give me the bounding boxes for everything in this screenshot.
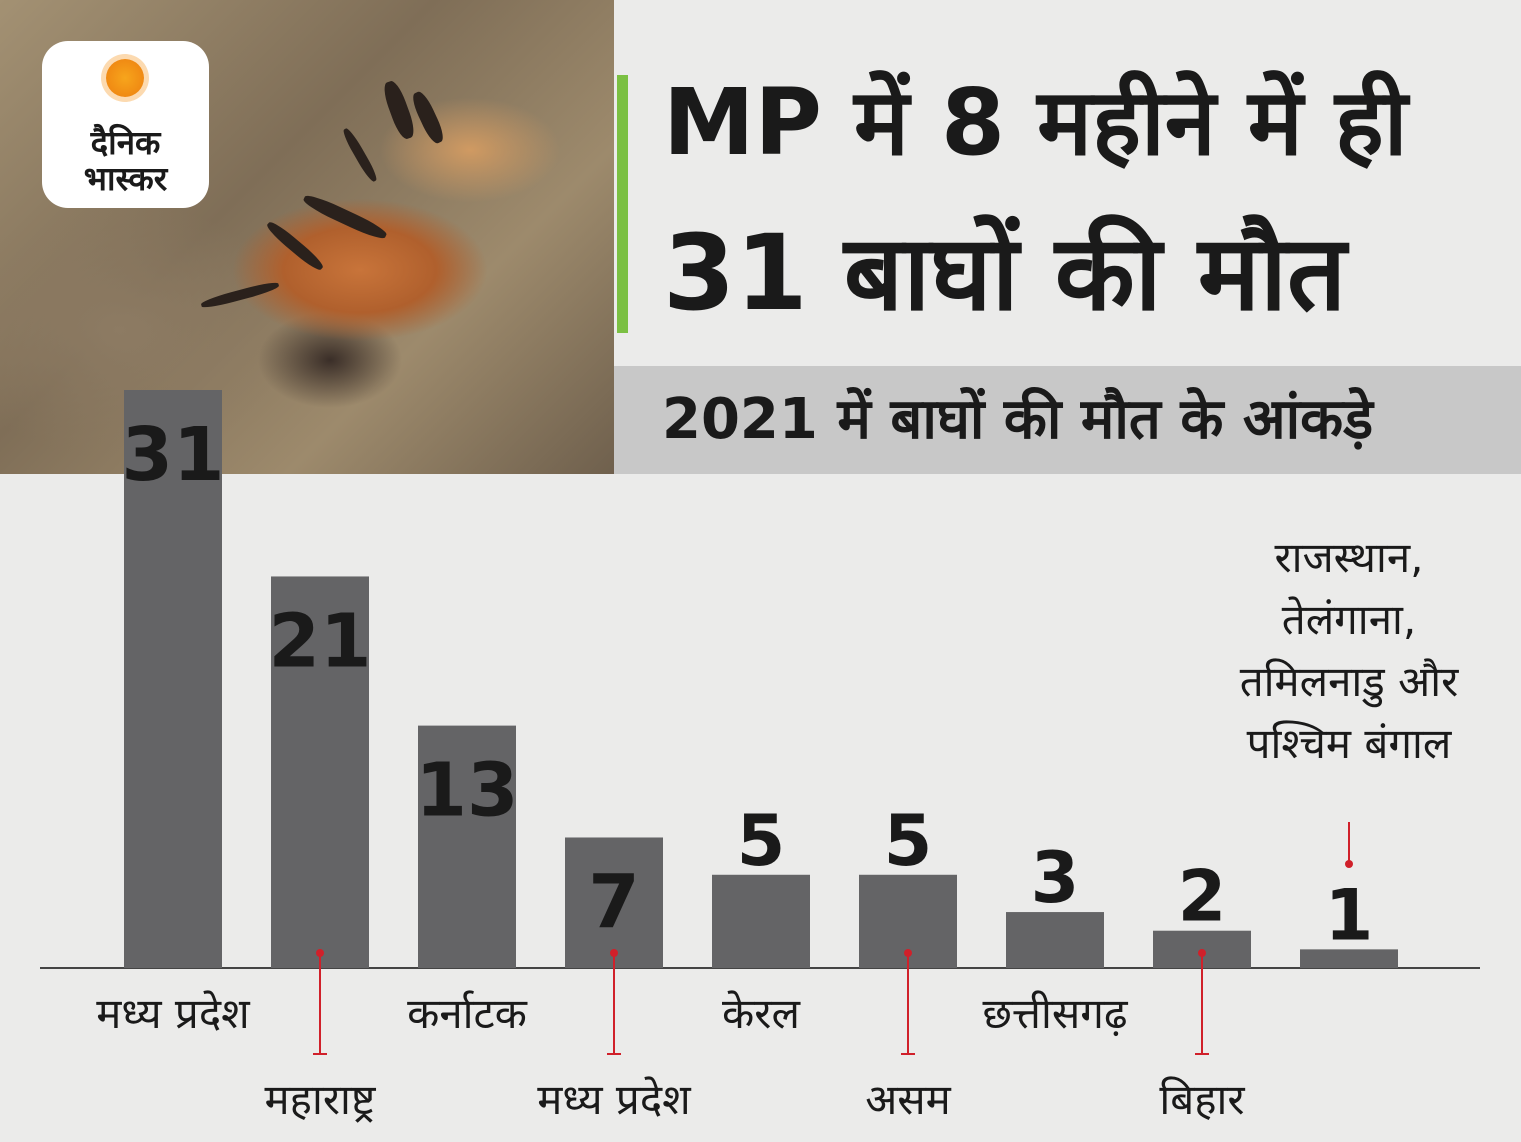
category-label: बिहार	[1159, 1075, 1245, 1124]
leader-dot	[1345, 860, 1353, 868]
category-label: पश्चिम बंगाल	[1247, 719, 1453, 768]
category-label: तेलंगाना,	[1282, 595, 1416, 644]
sun-icon	[106, 59, 144, 97]
bar	[271, 576, 369, 968]
headline-line1: MP में 8 महीने में ही	[663, 69, 1408, 176]
headline-line2: 31 बाघों की मौत	[663, 212, 1347, 334]
category-label: मध्य प्रदेश	[537, 1075, 692, 1124]
data-label: 13	[416, 748, 519, 834]
data-label: 5	[737, 800, 786, 882]
data-label: 2	[1178, 856, 1227, 938]
subtitle-band: 2021 में बाघों की मौत के आंकड़े	[614, 366, 1521, 474]
bar	[1006, 912, 1104, 968]
chart-subtitle: 2021 में बाघों की मौत के आंकड़े	[662, 387, 1374, 452]
category-label: महाराष्ट्र	[265, 1075, 377, 1124]
category-label: कर्नाटक	[407, 989, 528, 1038]
data-label: 3	[1031, 837, 1080, 919]
bar	[418, 725, 516, 968]
data-label: 7	[588, 859, 640, 945]
accent-bar	[617, 75, 628, 333]
brand-line1: दैनिक	[90, 123, 161, 162]
category-label: राजस्थान,	[1274, 533, 1423, 582]
data-label: 5	[884, 800, 933, 882]
bar	[565, 837, 663, 968]
data-label: 21	[269, 598, 372, 684]
dainik-bhaskar-logo: दैनिक भास्कर	[42, 41, 209, 208]
bar	[712, 874, 810, 968]
category-label: मध्य प्रदेश	[96, 989, 251, 1038]
category-label: तमिलनाडु और	[1240, 657, 1459, 708]
data-label: 1	[1325, 874, 1374, 956]
brand-line2: भास्कर	[83, 159, 168, 198]
bar	[1300, 949, 1398, 968]
category-label: केरल	[722, 989, 801, 1038]
category-label: असम	[865, 1075, 951, 1124]
category-label: छत्तीसगढ़	[982, 989, 1128, 1038]
data-label: 31	[122, 412, 225, 498]
bar	[124, 390, 222, 968]
